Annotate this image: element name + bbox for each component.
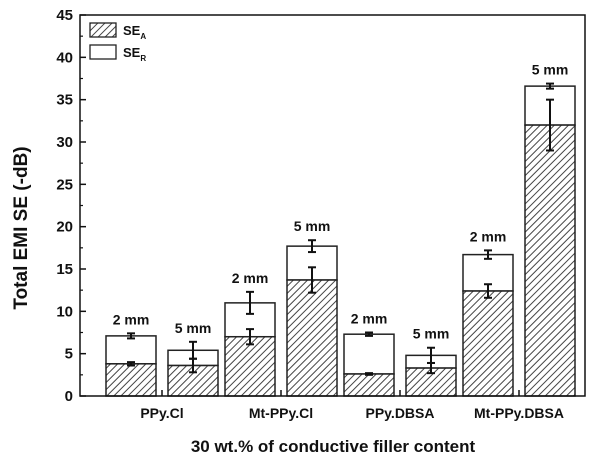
x-tick-label: PPy.DBSA [366,405,435,421]
x-tick-label: Mt-PPy.DBSA [474,405,564,421]
bar-thickness-label: 2 mm [470,228,507,244]
bar-se-r [105,335,157,365]
bar-thickness-label: 2 mm [232,270,269,286]
bar-thickness-label: 2 mm [351,311,388,327]
bar-thickness-label: 5 mm [175,320,212,336]
y-tick-label: 10 [56,303,73,320]
legend-label-se-a: SEA [123,23,146,41]
y-tick-label: 20 [56,219,73,236]
bar-thickness-label: 2 mm [113,311,150,327]
y-tick-label: 15 [56,261,73,278]
y-tick-label: 45 [56,7,73,24]
bar-se-a [343,373,395,397]
y-tick-label: 40 [56,49,73,66]
y-tick-label: 35 [56,92,73,109]
legend: SEA SER [89,22,146,63]
legend-label-se-r: SER [123,45,146,63]
legend-swatch-se-a [89,22,117,38]
bar-se-a [405,367,457,397]
y-tick-label: 5 [65,346,73,363]
bar-se-a [286,279,338,397]
bar-thickness-label: 5 mm [532,62,569,78]
y-tick-label: 30 [56,134,73,151]
x-tick-label: PPy.Cl [140,405,183,421]
bar-se-a [524,124,576,397]
x-axis-title: 30 wt.% of conductive filler content [191,437,476,456]
bar-se-r [343,333,395,375]
bar-thickness-label: 5 mm [294,218,331,234]
bar-se-a [105,363,157,397]
x-tick-label: Mt-PPy.Cl [249,405,313,421]
bar-thickness-label: 5 mm [413,326,450,342]
y-tick-label: 0 [65,388,73,405]
y-axis-title: Total EMI SE (-dB) [11,146,32,309]
bar-se-a [224,335,276,397]
bar-se-a [462,290,514,397]
legend-swatch-se-r [89,44,117,60]
y-tick-label: 25 [56,176,73,193]
